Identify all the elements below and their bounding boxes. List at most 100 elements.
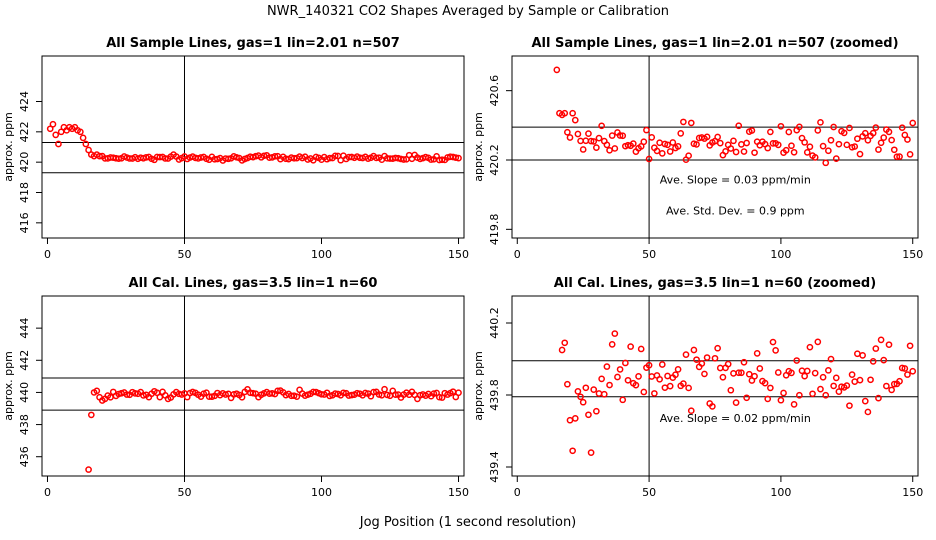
data-point: [751, 149, 758, 157]
data-point: [904, 371, 911, 378]
data-point: [606, 381, 613, 389]
data-point: [93, 387, 101, 395]
data-point: [703, 354, 711, 361]
data-point: [854, 135, 861, 143]
data-point: [801, 138, 808, 146]
data-point: [745, 370, 753, 378]
data-point: [600, 390, 608, 398]
data-point: [732, 399, 740, 406]
data-point: [656, 139, 663, 147]
data-point: [811, 369, 819, 377]
x-tick-label: 150: [448, 486, 469, 499]
data-point: [611, 145, 619, 152]
data-point: [666, 382, 674, 390]
data-point: [827, 355, 835, 363]
y-axis-label: approx. ppm: [472, 112, 485, 182]
data-point: [843, 141, 851, 149]
data-point: [822, 159, 830, 167]
data-point: [906, 342, 914, 350]
data-point: [777, 122, 785, 130]
data-point: [619, 396, 627, 404]
data-point: [381, 385, 388, 393]
data-point: [875, 394, 882, 402]
data-point: [817, 385, 824, 393]
data-point: [872, 124, 880, 131]
data-point: [593, 407, 600, 415]
data-point: [898, 124, 906, 132]
data-point: [656, 375, 663, 383]
data-point: [585, 130, 592, 137]
data-point: [767, 384, 774, 392]
data-point: [880, 356, 888, 364]
data-point: [293, 393, 301, 400]
data-point: [893, 153, 901, 161]
data-point: [875, 146, 882, 153]
data-point: [674, 143, 682, 150]
data-point: [814, 338, 822, 346]
y-axis-label: approx. ppm: [2, 112, 15, 182]
x-tick-label: 100: [311, 486, 332, 499]
data-point: [590, 138, 598, 145]
data-point: [616, 132, 624, 139]
data-point: [811, 154, 819, 161]
data-point: [587, 449, 595, 456]
data-point: [772, 347, 779, 354]
data-point: [161, 155, 169, 162]
figure-title: NWR_140321 CO2 Shapes Averaged by Sample…: [266, 4, 670, 19]
data-point: [49, 120, 57, 128]
data-point: [661, 384, 669, 392]
data-point: [790, 401, 798, 408]
data-point: [569, 447, 576, 455]
y-tick-label: 424: [18, 91, 31, 112]
x-tick-label: 50: [177, 248, 191, 261]
data-point: [904, 136, 911, 143]
data-point: [843, 382, 851, 389]
data-point: [627, 343, 634, 350]
data-point: [658, 150, 666, 157]
x-tick-label: 50: [177, 486, 191, 499]
data-point: [593, 144, 600, 151]
data-point: [685, 384, 692, 392]
data-point: [156, 393, 164, 401]
data-point: [751, 372, 758, 380]
x-tick-label: 150: [902, 248, 923, 261]
data-point: [271, 152, 279, 160]
data-point: [571, 116, 579, 124]
data-point: [438, 156, 446, 164]
y-tick-label: 418: [18, 182, 31, 203]
data-point: [653, 147, 661, 155]
y-tick-label: 440.2: [488, 307, 501, 339]
data-point: [79, 134, 87, 142]
plot-frame: [511, 295, 919, 477]
data-point: [629, 140, 637, 147]
data-point: [115, 155, 123, 163]
data-point: [896, 377, 903, 385]
data-point: [774, 141, 782, 149]
data-point: [788, 142, 795, 150]
y-tick-label: 416: [18, 212, 31, 233]
data-point: [564, 380, 571, 388]
data-point: [640, 138, 648, 146]
plot-frame: [41, 55, 465, 239]
data-point: [846, 402, 853, 410]
data-point: [885, 128, 893, 136]
data-point: [774, 369, 782, 376]
data-point: [666, 148, 674, 155]
data-point: [561, 339, 569, 347]
panel-title: All Cal. Lines, gas=3.5 lin=1 n=60: [129, 276, 378, 291]
data-point: [680, 380, 687, 387]
y-tick-label: 440: [18, 382, 31, 403]
y-tick-label: 420.2: [488, 144, 501, 176]
data-point: [455, 154, 462, 162]
data-point: [885, 341, 893, 349]
data-point: [830, 123, 837, 131]
data-point: [785, 128, 793, 136]
data-point: [370, 388, 377, 396]
x-tick-label: 50: [642, 248, 656, 261]
data-point: [698, 360, 706, 367]
data-point: [777, 396, 785, 404]
data-point: [77, 128, 84, 136]
data-point: [603, 141, 611, 149]
data-point: [909, 367, 917, 375]
